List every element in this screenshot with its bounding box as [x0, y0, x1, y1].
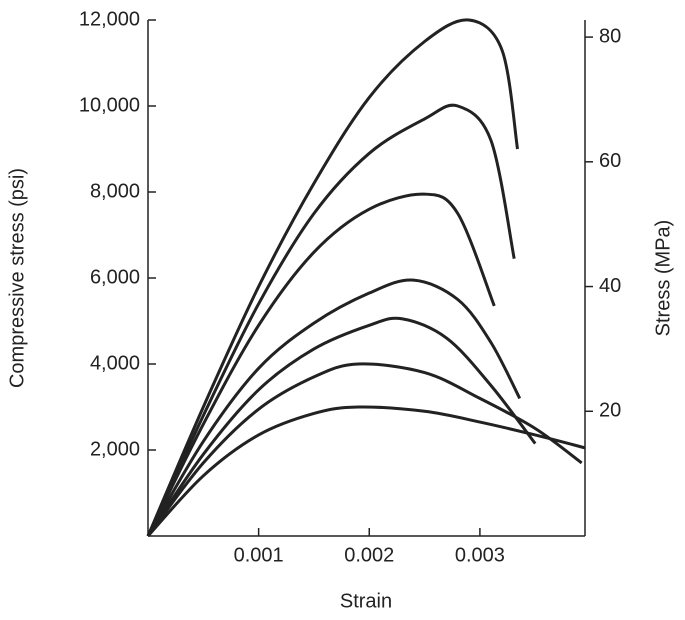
stress-strain-curve	[146, 362, 583, 537]
x-tick-label: 0.003	[455, 544, 505, 566]
y2-tick-label: 40	[599, 275, 621, 297]
y2-tick-label: 80	[599, 25, 621, 47]
y2-tick-label: 60	[599, 150, 621, 172]
stress-strain-curve	[146, 18, 519, 537]
y2-tick-label: 20	[599, 400, 621, 422]
stress-strain-curve	[146, 278, 522, 537]
y-tick-label: 8,000	[90, 180, 140, 202]
y2-axis-label: Stress (MPa)	[652, 220, 674, 337]
y-tick-label: 4,000	[90, 352, 140, 374]
y-tick-label: 6,000	[90, 266, 140, 288]
x-tick-label: 0.001	[234, 544, 284, 566]
x-tick-label: 0.002	[344, 544, 394, 566]
y-tick-label: 10,000	[79, 94, 140, 116]
y-tick-label: 12,000	[79, 8, 140, 30]
stress-strain-curve	[146, 192, 496, 537]
y-tick-label: 2,000	[90, 438, 140, 460]
stress-strain-curve	[146, 405, 586, 538]
x-axis-label: Strain	[340, 590, 392, 612]
y-axis-label: Compressive stress (psi)	[6, 168, 28, 388]
stress-strain-curve	[146, 316, 537, 537]
stress-strain-curve	[146, 103, 516, 537]
